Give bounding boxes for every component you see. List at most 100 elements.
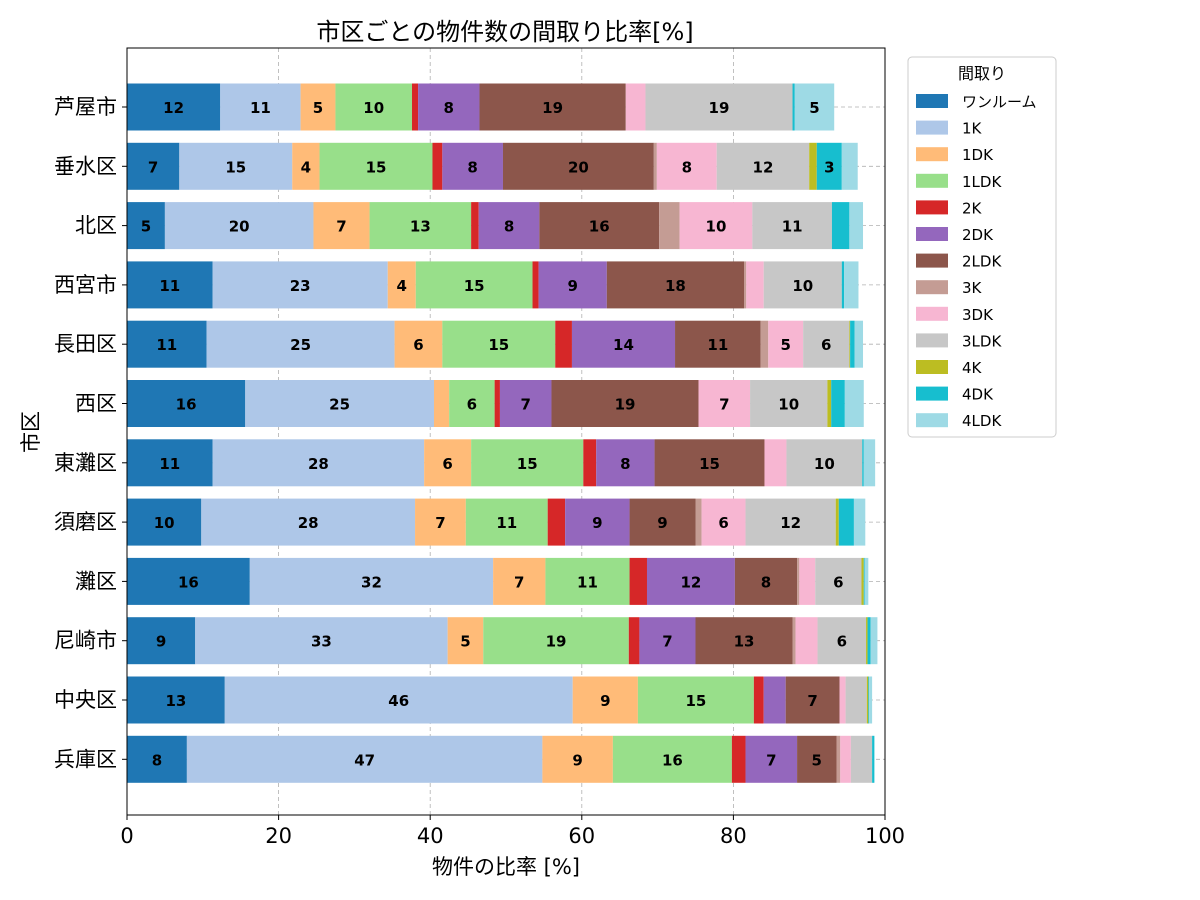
bar-value-label: 10	[706, 218, 727, 236]
bar-value-label: 7	[520, 396, 530, 414]
legend-label: 1LDK	[962, 173, 1002, 191]
bar-segment	[164, 202, 314, 250]
bar-segment	[809, 142, 817, 190]
x-tick-label: 80	[720, 824, 747, 848]
bar-segment	[797, 735, 837, 783]
bar-segment	[656, 142, 717, 190]
bar-segment	[555, 320, 572, 368]
bar-segment	[816, 142, 842, 190]
bar-segment	[716, 142, 810, 190]
bar-value-label: 13	[410, 218, 431, 236]
bar-segment	[850, 735, 873, 783]
plot-frame	[126, 47, 886, 816]
bar-segment	[127, 320, 207, 368]
bar-segment	[794, 83, 835, 131]
bar-value-label: 19	[546, 633, 567, 651]
bar-segment	[245, 380, 434, 427]
bar-segment	[731, 735, 746, 783]
legend-label: 3LDK	[962, 332, 1002, 350]
bar-segment	[872, 735, 875, 783]
bar-segment	[867, 617, 871, 665]
legend-label: 3K	[962, 279, 983, 297]
bar-segment	[838, 498, 854, 546]
bar-segment	[768, 320, 804, 368]
bar-segment	[675, 320, 761, 368]
bar-value-label: 28	[298, 514, 319, 532]
bar-segment	[845, 676, 867, 724]
y-tick-label: 西区	[75, 392, 117, 416]
bar-segment	[127, 617, 196, 665]
bar-segment	[866, 617, 868, 665]
bar-value-label: 13	[734, 633, 755, 651]
bar-value-label: 6	[821, 336, 831, 354]
bar-value-label: 6	[718, 514, 728, 532]
bar-segment	[127, 439, 213, 487]
bar-segment	[815, 557, 862, 605]
bar-segment	[841, 142, 858, 190]
bars	[127, 83, 878, 783]
bar-segment	[854, 320, 864, 368]
bar-segment	[792, 83, 795, 131]
bar-segment	[479, 83, 626, 131]
bar-value-label: 5	[313, 99, 323, 117]
bar-segment	[596, 439, 655, 487]
bar-segment	[571, 320, 676, 368]
y-tick-label: 灘区	[75, 569, 117, 593]
legend-swatch	[916, 200, 948, 215]
y-tick-label: 兵庫区	[54, 747, 117, 771]
bar-value-label: 4	[397, 277, 407, 295]
bar-segment	[606, 261, 745, 309]
bar-segment	[335, 83, 413, 131]
bar-value-label: 19	[709, 99, 730, 117]
bar-segment	[542, 735, 613, 783]
bar-segment	[695, 617, 793, 665]
legend-swatch	[916, 360, 948, 374]
x-tick-label: 0	[120, 824, 133, 848]
bar-value-label: 8	[467, 158, 477, 176]
bar-segment	[494, 380, 500, 427]
legend-swatch	[916, 147, 948, 162]
bar-value-label: 6	[413, 336, 423, 354]
bar-segment	[502, 142, 654, 190]
y-tick-label: 尼崎市	[54, 629, 117, 653]
bar-segment	[387, 261, 416, 309]
bar-value-label: 33	[311, 633, 332, 651]
legend-label: ワンルーム	[962, 93, 1037, 111]
bar-value-label: 19	[615, 396, 636, 414]
bar-value-label: 12	[681, 573, 702, 591]
bar-value-label: 15	[699, 455, 720, 473]
bar-segment	[817, 617, 867, 665]
legend-title: 間取り	[958, 64, 1006, 83]
bar-segment	[745, 498, 836, 546]
bar-segment	[415, 261, 533, 309]
bar-segment	[763, 261, 842, 309]
bar-value-label: 9	[156, 633, 166, 651]
x-tick-label: 20	[265, 824, 292, 848]
bar-segment	[186, 735, 543, 783]
y-tick-label: 垂水区	[54, 154, 117, 178]
bar-value-label: 7	[435, 514, 445, 532]
bar-value-label: 12	[163, 99, 184, 117]
bar-value-label: 11	[782, 218, 803, 236]
bar-segment	[839, 676, 846, 724]
y-tick-label: 中央区	[54, 688, 117, 712]
data-labels: 12 11 5 10 8 19 19 5 7 15 4 15 8 20 8 12 3 5 20 7 13 8 16 10 11 1…	[141, 99, 847, 769]
bar-segment	[249, 557, 494, 605]
bar-segment	[206, 320, 395, 368]
bar-segment	[835, 498, 839, 546]
bar-segment	[127, 735, 187, 783]
legend-box	[907, 56, 1057, 438]
legend-swatch	[916, 413, 948, 428]
bar-segment	[869, 676, 873, 724]
bar-segment	[863, 557, 865, 605]
bar-segment	[862, 439, 864, 487]
bar-segment	[659, 202, 680, 250]
bar-value-label: 11	[707, 336, 728, 354]
bar-segment	[646, 557, 735, 605]
bar-segment	[701, 498, 746, 546]
bar-segment	[539, 202, 660, 250]
y-tick-label: 西宮市	[54, 273, 117, 297]
bar-segment	[499, 380, 552, 427]
bar-value-label: 9	[567, 277, 577, 295]
